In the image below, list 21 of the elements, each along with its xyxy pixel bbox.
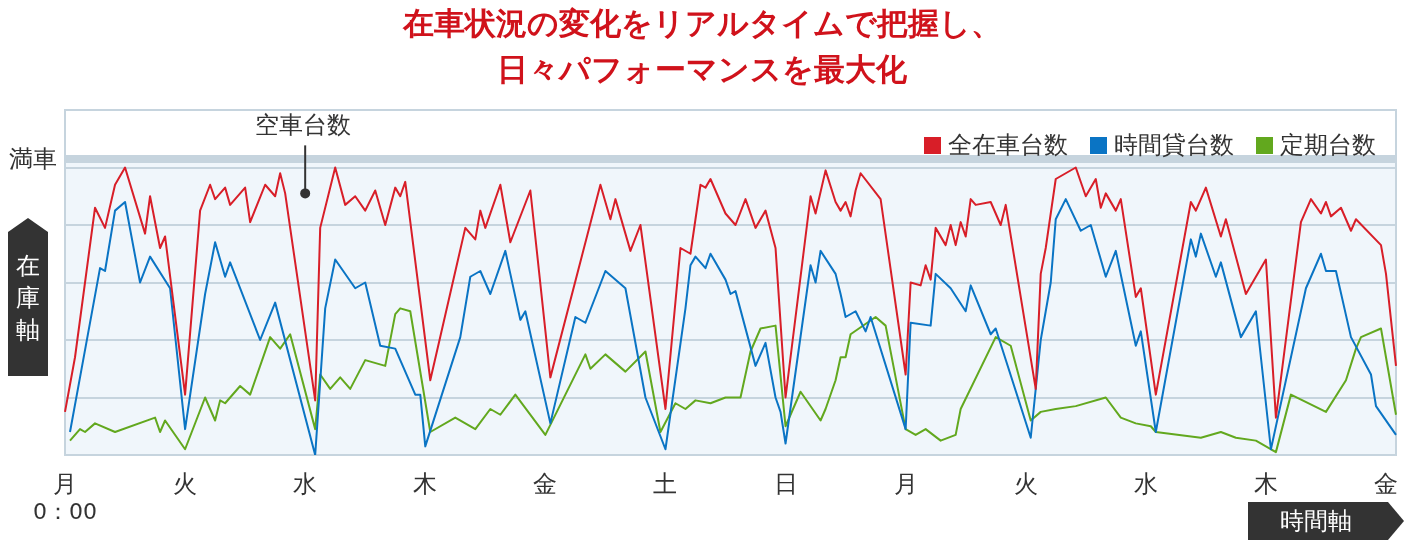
x-axis-title: 時間軸 (1280, 506, 1352, 537)
x-tick-label: 火 (173, 469, 198, 498)
annotation: 空車台数 (255, 110, 352, 139)
ref-line-label: 満車 (9, 145, 57, 174)
x-tick-label: 月 (53, 469, 77, 498)
text: 0：00 (33, 498, 97, 524)
legend-label: 全在車台数 (948, 131, 1068, 160)
x-tick-label: 金 (533, 469, 558, 498)
x-tick-label: 日 (773, 469, 798, 498)
x-tick-label: 火 (1013, 469, 1038, 498)
legend-label: 定期台数 (1280, 131, 1376, 160)
x-tick-label: 月 (893, 469, 918, 498)
x-tick-label: 水 (1133, 469, 1158, 498)
x-tick-label: 木 (1253, 469, 1278, 498)
x-tick-label: 木 (413, 469, 438, 498)
legend-label: 時間貸台数 (1114, 131, 1234, 160)
x-tick-label: 金 (1373, 469, 1398, 498)
x-tick-label: 水 (293, 469, 318, 498)
chart-title: 在車状況の変化をリアルタイムで把握し、日々パフォーマンスを最大化 (402, 4, 1002, 89)
x-tick-label: 土 (653, 469, 678, 498)
y-axis-title: 在庫軸 (15, 251, 41, 346)
